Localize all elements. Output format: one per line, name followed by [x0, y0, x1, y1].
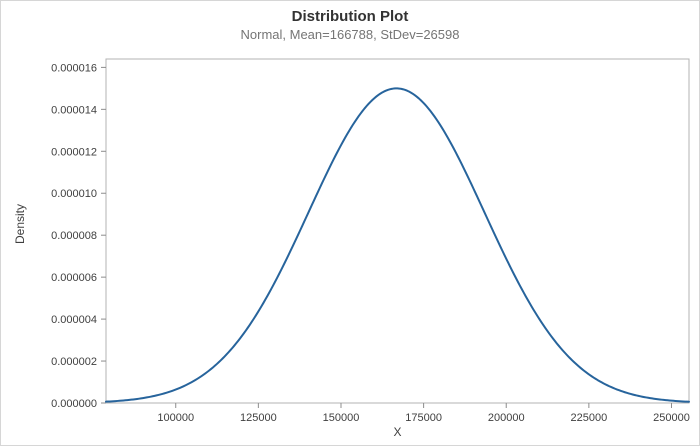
x-tick-label: 125000 — [240, 412, 277, 424]
y-tick-label: 0.000012 — [51, 146, 97, 158]
y-tick-label: 0.000010 — [51, 188, 97, 200]
y-tick-label: 0.000004 — [51, 314, 97, 326]
density-curve — [105, 87, 690, 403]
y-tick-label: 0.000008 — [51, 230, 97, 242]
x-tick-label: 225000 — [570, 412, 607, 424]
x-tick-label: 150000 — [323, 412, 360, 424]
chart-title: Distribution Plot — [291, 8, 409, 25]
x-tick-label: 200000 — [488, 412, 525, 424]
y-tick-label: 0.000016 — [51, 62, 97, 74]
chart-subtitle: Normal, Mean=166788, StDev=26598 — [240, 27, 460, 42]
x-tick-label: 250000 — [653, 412, 690, 424]
x-axis-label: X — [393, 425, 402, 439]
plot-border — [105, 58, 690, 404]
plot-area: 100000 125000 150000 175000 200000 225000 2500… — [51, 58, 690, 424]
x-tick-label: 100000 — [157, 412, 194, 424]
x-tick-label: 175000 — [405, 412, 442, 424]
y-tick-label: 0.000000 — [51, 398, 97, 410]
y-tick-label: 0.000006 — [51, 272, 97, 284]
y-tick-label: 0.000014 — [51, 104, 97, 116]
y-tick-label: 0.000002 — [51, 356, 97, 368]
